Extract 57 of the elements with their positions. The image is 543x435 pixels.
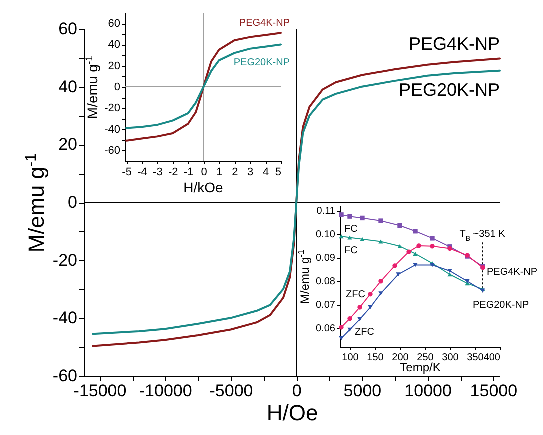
x-tick-label: 3 [247, 166, 254, 178]
x-axis-title: H/Oe [266, 400, 318, 426]
x-tick-label: 15000 [470, 382, 518, 400]
y-tick-label: 0.09 [316, 253, 336, 264]
annotation: FC [344, 224, 358, 235]
y-tick-label: 0 [114, 82, 120, 94]
series-label: PEG4K-NP [238, 18, 290, 30]
series-label: PEG4K-NP [408, 34, 500, 54]
x-tick-label: -10000 [139, 382, 192, 400]
y-tick-label: 0.06 [316, 324, 336, 335]
ref-line-label: T$_{B}$ ~351 K [460, 229, 506, 243]
x-tick-label: -3 [152, 166, 162, 178]
series-label: PEG20K-NP [233, 58, 290, 69]
x-axis-title: H/kOe [183, 180, 224, 196]
annotation: PEG20K-NP [473, 300, 530, 311]
x-axis-title: Temp/K [400, 360, 441, 374]
y-tick-label: 60 [108, 18, 120, 30]
x-tick-label: 10000 [404, 382, 452, 400]
x-tick-label: 400 [484, 352, 501, 364]
x-tick-label: 250 [417, 352, 434, 364]
y-tick-label: 20 [58, 135, 78, 154]
y-tick-label: 0.10 [316, 230, 336, 241]
y-tick-label: 0.07 [316, 300, 336, 312]
y-tick-label: 40 [58, 77, 78, 96]
x-tick-label: 4 [262, 166, 269, 178]
x-tick-label: -2 [168, 166, 178, 178]
x-tick-label: -5 [122, 166, 132, 178]
y-tick-label: 0 [68, 193, 78, 212]
x-tick-label: 350 [467, 352, 484, 364]
series-label: PEG20K-NP [398, 80, 500, 100]
y-tick-label: -60 [104, 144, 120, 157]
x-tick-label: 0 [200, 166, 207, 178]
annotation: ZFC [355, 326, 374, 338]
y-tick-label: -20 [104, 102, 120, 115]
y-tick-label: 40 [108, 39, 120, 52]
y-tick-label: 0.08 [316, 276, 336, 288]
x-tick-label: 2 [232, 166, 238, 178]
y-tick-label: -40 [52, 308, 78, 328]
x-tick-label: 1 [216, 166, 222, 178]
x-tick-label: -1 [183, 166, 194, 178]
x-tick-label: 150 [367, 352, 384, 364]
annotation: ZFC [346, 289, 366, 300]
y-tick-label: -20 [52, 250, 78, 270]
x-tick-label: 200 [392, 352, 410, 364]
x-tick-label: 5000 [344, 382, 382, 400]
y-tick-label: 60 [58, 20, 78, 38]
x-tick-label: -4 [137, 166, 147, 178]
x-tick-label: 5 [274, 166, 281, 178]
annotation: PEG4K-NP [487, 266, 538, 278]
annotation: FC [344, 246, 358, 257]
x-tick-label: 100 [342, 352, 360, 364]
y-tick-label: -40 [104, 124, 120, 136]
x-tick-label: 0 [292, 382, 302, 400]
y-tick-label: 0.11 [316, 206, 336, 218]
x-tick-label: -5000 [210, 382, 254, 400]
x-tick-label: 300 [442, 352, 460, 364]
y-tick-label: 20 [108, 60, 120, 72]
